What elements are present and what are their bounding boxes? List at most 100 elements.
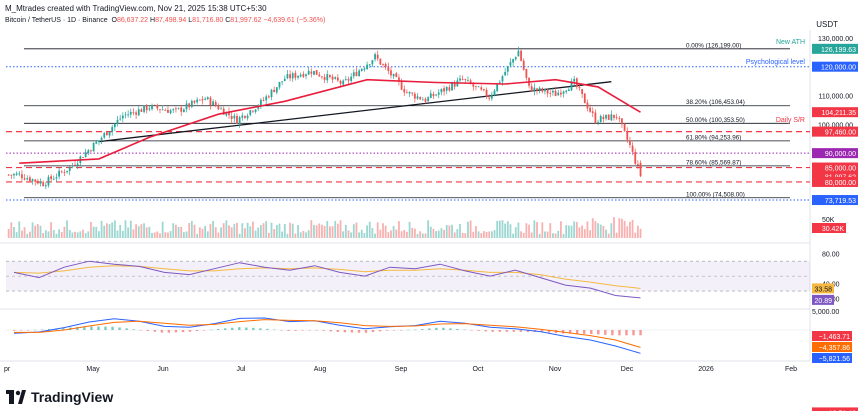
- volume-bar: [310, 220, 313, 238]
- candle-body: [185, 103, 188, 110]
- macd-histogram-bar: [414, 329, 417, 331]
- candle-body: [597, 122, 599, 123]
- volume-bar: [116, 230, 119, 238]
- volume-bar: [137, 226, 140, 238]
- volume-bar: [66, 220, 68, 238]
- candle-body: [26, 178, 29, 180]
- macd-histogram-bar: [583, 330, 586, 334]
- candle-body: [541, 88, 544, 92]
- candle-body: [132, 112, 135, 113]
- macd-histogram-bar: [632, 330, 635, 336]
- candle-body: [98, 140, 100, 142]
- macd-badge-text: −1,463.71: [819, 334, 850, 341]
- volume-bar: [236, 222, 238, 238]
- volume-bar: [618, 218, 621, 238]
- volume-bar: [589, 230, 591, 238]
- candle-body: [533, 87, 536, 92]
- macd-histogram-bar: [378, 330, 382, 332]
- candle-body: [58, 170, 60, 177]
- candle-body: [610, 114, 613, 121]
- candle-body: [629, 140, 631, 145]
- candle-body: [217, 105, 220, 110]
- macd-histogram-bar: [597, 330, 600, 335]
- volume-bar: [575, 221, 578, 238]
- macd-histogram-bar: [202, 330, 206, 331]
- candle-body: [352, 72, 355, 77]
- macd-histogram-bar: [259, 328, 262, 330]
- candle-body: [517, 50, 520, 57]
- volume-bar: [331, 226, 334, 238]
- fib-level-label: 0.00% (126,199.00): [686, 42, 741, 49]
- candle-body: [159, 109, 161, 111]
- volume-bar: [252, 221, 254, 238]
- psychological-label: Psychological level: [746, 59, 806, 66]
- candle-body: [344, 79, 347, 81]
- time-axis-label: Jul: [237, 366, 246, 373]
- volume-bar: [177, 227, 180, 238]
- candle-body: [493, 90, 496, 96]
- macd-histogram-bar: [118, 327, 121, 330]
- candle-body: [241, 115, 244, 118]
- volume-bar: [448, 225, 451, 238]
- volume-bar: [228, 225, 230, 238]
- candle-body: [605, 114, 607, 119]
- volume-bar: [456, 229, 459, 238]
- candle-body: [100, 137, 103, 140]
- candle-body: [262, 100, 265, 102]
- volume-bar: [145, 227, 148, 238]
- macd-histogram-bar: [62, 327, 65, 330]
- candle-body: [360, 69, 363, 71]
- candle-body: [621, 118, 623, 125]
- volume-bar: [629, 221, 631, 238]
- macd-histogram-bar: [399, 330, 403, 331]
- volume-bar: [544, 231, 546, 238]
- candle-body: [209, 97, 212, 106]
- volume-badge: [812, 223, 846, 233]
- candle-body: [140, 109, 143, 112]
- volume-bar: [68, 230, 71, 238]
- macd-histogram-bar: [498, 330, 501, 332]
- volume-bar: [318, 223, 321, 238]
- candle-body: [92, 142, 95, 152]
- macd-histogram-bar: [407, 329, 410, 331]
- candle-body: [419, 96, 422, 100]
- volume-bar: [403, 230, 406, 238]
- volume-bar: [39, 225, 42, 238]
- macd-histogram-bar: [547, 330, 551, 333]
- time-axis-label: May: [86, 366, 100, 373]
- macd-histogram-bar: [160, 330, 164, 333]
- candle-body: [504, 71, 507, 76]
- candle-body: [71, 165, 74, 167]
- macd-histogram-bar: [428, 328, 431, 330]
- volume-bar: [440, 228, 443, 238]
- candle-body: [244, 115, 246, 118]
- candle-body: [188, 103, 191, 108]
- macd-histogram-bar: [590, 330, 593, 335]
- volume-bar: [498, 220, 501, 238]
- volume-bar: [281, 231, 284, 238]
- candle-body: [339, 80, 342, 84]
- macd-histogram-bar: [611, 330, 614, 336]
- candle-body: [496, 83, 499, 92]
- macd-histogram-bar: [188, 330, 192, 332]
- price-badge: [812, 195, 858, 206]
- ohlc-low-value: 81,716.80: [192, 17, 224, 24]
- candle-body: [42, 182, 45, 187]
- volume-bar: [275, 225, 278, 238]
- price-badge: [812, 176, 858, 187]
- volume-bar: [536, 222, 538, 238]
- macd-histogram-bar: [505, 330, 508, 332]
- volume-bar: [129, 220, 132, 238]
- candle-body: [570, 81, 573, 91]
- volume-bar: [424, 233, 427, 238]
- candle-body: [151, 104, 153, 110]
- macd-histogram-bar: [442, 327, 445, 330]
- daily-sr-label: Daily S/R: [776, 117, 805, 124]
- volume-bar: [512, 233, 515, 238]
- ohlc-open-value: 86,637.22: [116, 17, 149, 24]
- volume-bar: [71, 232, 74, 238]
- macd-histogram-bar: [90, 326, 93, 330]
- volume-bar: [360, 229, 363, 238]
- volume-bar: [621, 218, 623, 238]
